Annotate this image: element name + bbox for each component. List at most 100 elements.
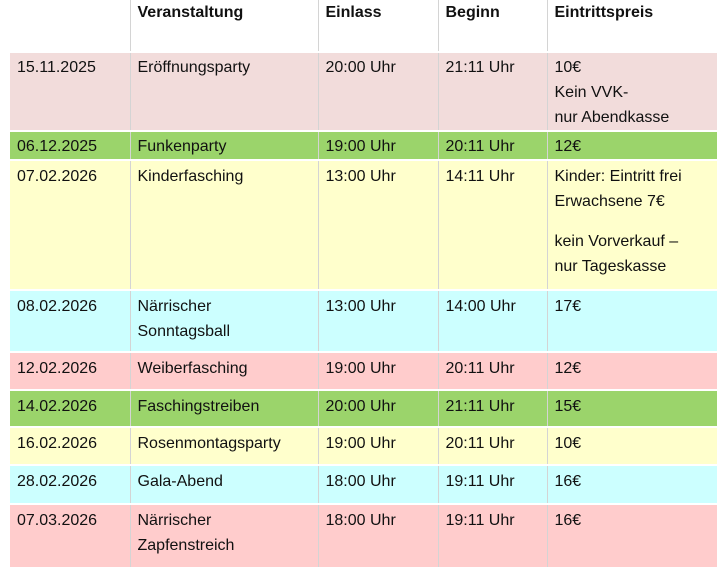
cell-text: 20:00 Uhr	[325, 398, 396, 415]
cell-text: 21:11 Uhr	[445, 398, 515, 415]
table-cell: 21:11 Uhr	[437, 390, 547, 427]
table-cell: 07.03.2026	[10, 504, 130, 567]
table-cell: 14:11 Uhr	[437, 160, 547, 290]
cell-text: 20:11 Uhr	[445, 435, 515, 452]
header-row: Veranstaltung Einlass Beginn Eintrittspr…	[10, 0, 717, 52]
cell-text: 13:00 Uhr	[325, 168, 396, 185]
table-cell: 16€	[546, 504, 717, 567]
cell-paragraph: 16€	[555, 469, 711, 494]
table-cell: Rosenmontagsparty	[129, 427, 318, 465]
cell-text: 16.02.2026	[17, 435, 98, 452]
table-cell: 07.02.2026	[10, 160, 130, 290]
cell-text: 21:11 Uhr	[445, 59, 515, 76]
cell-text: Funkenparty	[137, 138, 227, 155]
cell-paragraph: 20:00 Uhr	[326, 394, 431, 419]
header-cell: Veranstaltung	[129, 0, 318, 52]
cell-text: 16€	[554, 512, 582, 529]
cell-text: kein Vorverkauf –	[554, 233, 679, 250]
cell-text: Sonntagsball	[137, 323, 231, 340]
cell-text: 19:00 Uhr	[325, 435, 396, 452]
table-cell: 14:00 Uhr	[437, 290, 547, 352]
table-cell: 20:11 Uhr	[437, 427, 547, 465]
table-row: 06.12.2025 Funkenparty 19:00 Uhr 20:11 Uhr 1…	[10, 131, 717, 160]
cell-paragraph: Kinderfasching	[138, 164, 311, 189]
cell-text: 12.02.2026	[17, 360, 98, 377]
cell-paragraph: Gala-Abend	[138, 469, 311, 494]
table-cell: 19:00 Uhr	[317, 352, 438, 390]
table-cell: 19:11 Uhr	[437, 504, 547, 567]
cell-text: nur Abendkasse	[554, 109, 670, 126]
table-row: 14.02.2026 Faschingstreiben 20:00 Uhr 21:11…	[10, 390, 717, 427]
table-cell: Gala-Abend	[129, 465, 318, 504]
table-body: 15.11.2025 Eröffnungsparty 20:00 Uhr 21:11 …	[10, 52, 717, 567]
cell-text: 13:00 Uhr	[325, 298, 396, 315]
cell-text: Kein VVK-	[554, 84, 629, 101]
cell-paragraph: 19:00 Uhr	[326, 431, 431, 456]
table-row: 28.02.2026 Gala-Abend 18:00 Uhr 19:11 Uhr 16…	[10, 465, 717, 504]
table-cell: 12€	[546, 352, 717, 390]
cell-text: Eröffnungsparty	[137, 59, 251, 76]
header-cell: Beginn	[437, 0, 547, 52]
table-cell: 15.11.2025	[10, 52, 130, 131]
table-cell: 19:00 Uhr	[317, 131, 438, 160]
cell-paragraph: 21:11 Uhr	[446, 55, 540, 80]
cell-text: 12€	[554, 360, 582, 377]
cell-text: 12€	[554, 138, 582, 155]
cell-text: Rosenmontagsparty	[137, 435, 281, 452]
cell-paragraph: 17€	[555, 294, 711, 319]
table-cell: 28.02.2026	[10, 465, 130, 504]
cell-text: Närrischer	[137, 298, 212, 315]
table-cell: 17€	[546, 290, 717, 352]
table-cell: Närrischer Zapfenstreich	[129, 504, 318, 567]
table-row: 07.02.2026 Kinderfasching 13:00 Uhr 14:11 U…	[10, 160, 717, 290]
table-cell: 21:11 Uhr	[437, 52, 547, 131]
cell-text: 19:11 Uhr	[445, 512, 515, 529]
cell-paragraph: 07.03.2026	[17, 508, 123, 533]
table-cell: Faschingstreiben	[129, 390, 318, 427]
table-cell: 20:00 Uhr	[317, 390, 438, 427]
cell-text: Gala-Abend	[137, 473, 223, 490]
cell-paragraph: Funkenparty	[138, 134, 311, 159]
cell-text: 10€	[554, 435, 582, 452]
cell-text: 07.02.2026	[17, 168, 98, 185]
cell-text: 18:00 Uhr	[325, 512, 396, 529]
table-cell: 15€	[546, 390, 717, 427]
cell-text: 07.03.2026	[17, 512, 98, 529]
table-row: 12.02.2026 Weiberfasching 19:00 Uhr 20:11 U…	[10, 352, 717, 390]
cell-text: 16€	[554, 473, 582, 490]
cell-paragraph: 19:00 Uhr	[326, 356, 431, 381]
cell-paragraph: 15€	[555, 394, 711, 419]
table-cell: Närrischer Sonntagsball	[129, 290, 318, 352]
table-row: 16.02.2026 Rosenmontagsparty 19:00 Uhr 20:1…	[10, 427, 717, 465]
table-header: Veranstaltung Einlass Beginn Eintrittspr…	[10, 0, 717, 52]
table-cell: Kinder: Eintritt frei Erwachsene 7€ kein V…	[546, 160, 717, 290]
cell-paragraph: 14.02.2026	[17, 394, 123, 419]
events-table: Veranstaltung Einlass Beginn Eintrittspr…	[10, 0, 717, 567]
header-cell: Eintrittspreis	[546, 0, 717, 52]
cell-paragraph: 06.12.2025	[17, 134, 123, 159]
cell-paragraph: 12€	[555, 134, 711, 159]
cell-paragraph: 12€	[555, 356, 711, 381]
cell-text: 10€	[554, 59, 582, 76]
cell-paragraph: 16€	[555, 508, 711, 533]
cell-paragraph: 13:00 Uhr	[326, 294, 431, 319]
cell-paragraph: 20:00 Uhr	[326, 55, 431, 80]
cell-paragraph: 10€	[555, 431, 711, 456]
cell-text: 19:00 Uhr	[325, 138, 396, 155]
cell-text: 14:00 Uhr	[445, 298, 516, 315]
cell-paragraph: Rosenmontagsparty	[138, 431, 311, 456]
cell-text: 20:00 Uhr	[325, 59, 396, 76]
cell-text: 20:11 Uhr	[445, 138, 515, 155]
cell-paragraph: 10€ Kein VVK-nur Abendkasse	[555, 55, 711, 130]
cell-paragraph: 21:11 Uhr	[446, 394, 540, 419]
cell-paragraph: 28.02.2026	[17, 469, 123, 494]
cell-paragraph: 20:11 Uhr	[446, 431, 540, 456]
cell-paragraph: Närrischer Sonntagsball	[138, 294, 311, 344]
cell-text: Faschingstreiben	[137, 398, 260, 415]
cell-text: 19:00 Uhr	[325, 360, 396, 377]
cell-text: 19:11 Uhr	[445, 473, 515, 490]
table-cell: 13:00 Uhr	[317, 290, 438, 352]
cell-text: 06.12.2025	[17, 138, 98, 155]
cell-paragraph: 15.11.2025	[17, 55, 123, 80]
table-cell: Kinderfasching	[129, 160, 318, 290]
